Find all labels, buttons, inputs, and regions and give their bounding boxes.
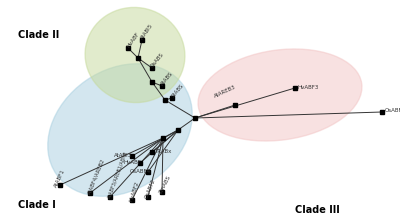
Text: StABS: StABS [170, 83, 184, 99]
Text: HvABF: HvABF [126, 32, 140, 49]
Text: AtABI5: AtABI5 [140, 23, 154, 41]
Text: ZmABS: ZmABS [158, 174, 172, 194]
Text: OsABF1: OsABF1 [385, 108, 400, 114]
Text: OsABS: OsABS [150, 52, 166, 69]
Text: AtABI3: AtABI3 [114, 153, 132, 158]
Text: OsABF4: OsABF4 [130, 169, 151, 174]
Ellipse shape [85, 7, 185, 103]
Text: HvABF: HvABF [124, 160, 142, 165]
Text: TRABx: TRABx [154, 149, 171, 154]
Text: Clade I: Clade I [18, 200, 56, 210]
Text: OsABF2: OsABF2 [144, 178, 157, 199]
Ellipse shape [48, 64, 192, 196]
Text: AtAREB3: AtAREB3 [213, 84, 236, 99]
Text: AtABF3/AREB1/ABF2: AtABF3/AREB1/ABF2 [106, 150, 128, 199]
Text: AtABF1: AtABF1 [54, 168, 66, 188]
Text: HvABF3: HvABF3 [298, 85, 319, 90]
Text: Clade III: Clade III [295, 205, 340, 215]
Text: HvABF2: HvABF2 [128, 180, 140, 202]
Text: AtABF4/AREB2: AtABF4/AREB2 [86, 157, 106, 195]
Text: AtABS: AtABS [160, 71, 175, 87]
Ellipse shape [198, 49, 362, 141]
Text: Clade II: Clade II [18, 30, 59, 40]
